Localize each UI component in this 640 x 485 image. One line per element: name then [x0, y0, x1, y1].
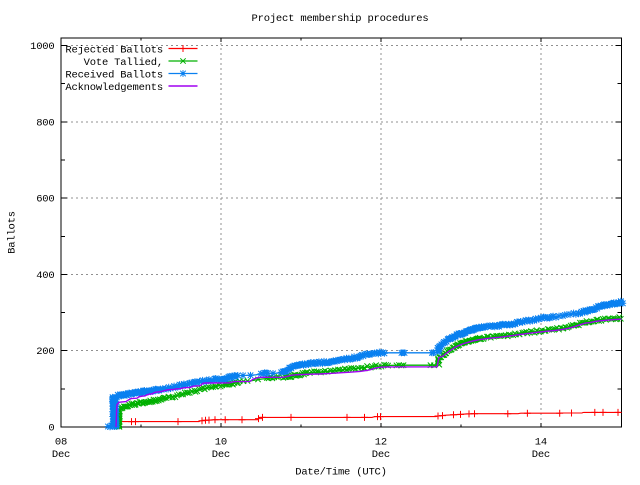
svg-text:1000: 1000	[30, 41, 54, 53]
svg-text:08: 08	[55, 437, 67, 449]
svg-text:Project membership procedures: Project membership procedures	[252, 13, 429, 25]
svg-text:0: 0	[48, 423, 54, 435]
svg-text:600: 600	[36, 194, 54, 206]
svg-text:14: 14	[535, 437, 547, 449]
svg-text:Dec: Dec	[212, 449, 230, 461]
svg-text:Acknowledgements: Acknowledgements	[65, 82, 163, 94]
svg-text:Dec: Dec	[52, 449, 70, 461]
svg-text:12: 12	[375, 437, 387, 449]
svg-text:Date/Time (UTC): Date/Time (UTC)	[295, 467, 387, 479]
svg-text:Dec: Dec	[372, 449, 390, 461]
svg-text:10: 10	[215, 437, 227, 449]
svg-text:Received Ballots: Received Ballots	[65, 70, 163, 82]
svg-text:Vote Tallied,: Vote Tallied,	[84, 57, 163, 69]
svg-text:800: 800	[36, 117, 54, 129]
svg-text:Dec: Dec	[532, 449, 550, 461]
svg-text:Ballots: Ballots	[7, 211, 19, 254]
svg-text:200: 200	[36, 346, 54, 358]
svg-text:400: 400	[36, 270, 54, 282]
svg-text:Rejected Ballots: Rejected Ballots	[65, 45, 163, 57]
